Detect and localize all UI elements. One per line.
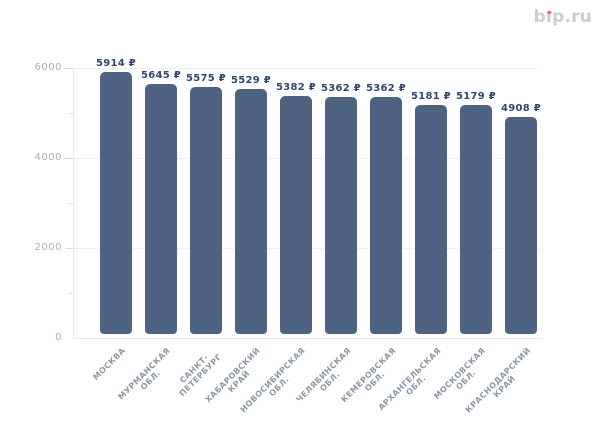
- bar-АРХАНГЕЛЬСКАЯ ОБЛ.: [415, 104, 447, 334]
- logo-orange-dot-icon: [547, 10, 551, 15]
- category-label-line: МОСКВА: [91, 346, 128, 382]
- y-major-tick-6000: [65, 68, 73, 69]
- plot-area: 5914 ₽5645 ₽5575 ₽5529 ₽5382 ₽5362 ₽5362…: [74, 58, 542, 338]
- y-axis-line: [73, 68, 74, 338]
- bar-МОСКОВСКАЯ ОБЛ.: [460, 104, 492, 334]
- bar-КРАСНОДАРСКИЙ КРАЙ: [505, 117, 537, 334]
- bar-ХАБАРОВСКИЙ КРАЙ: [235, 89, 267, 334]
- y-axis-label-0: 0: [55, 332, 62, 343]
- bar-value-label: 5382 ₽: [275, 81, 317, 93]
- category-label-МОСКВА: МОСКВА: [91, 346, 127, 382]
- bar-value-label: 5529 ₽: [230, 75, 272, 87]
- y-axis-label-6000: 6000: [34, 62, 62, 73]
- bar-value-label: 5645 ₽: [140, 69, 182, 81]
- bar-НОВОСИБИРСКАЯ ОБЛ.: [280, 95, 312, 334]
- bar-value-label: 5362 ₽: [365, 82, 407, 94]
- y-major-tick-4000: [65, 158, 73, 159]
- bip-logo-text-b: b: [533, 7, 547, 27]
- y-minor-tick-1000: [69, 293, 73, 294]
- bar-МОСКВА: [100, 71, 132, 334]
- y-axis-label-4000: 4000: [34, 152, 62, 163]
- bar-МУРМАНСКАЯ ОБЛ.: [145, 83, 177, 334]
- bar-САНКТ-ПЕТЕРБУРГ: [190, 87, 222, 334]
- bar-value-label: 5179 ₽: [455, 90, 497, 102]
- gridline-6000: [74, 68, 540, 69]
- bar-value-label: 5914 ₽: [95, 57, 137, 69]
- bar-КЕМЕРОВСКАЯ ОБЛ.: [370, 96, 402, 334]
- bar-value-label: 5362 ₽: [320, 82, 362, 94]
- bip-logo[interactable]: bı p.ru: [534, 9, 592, 26]
- y-minor-tick-5000: [69, 113, 73, 114]
- bar-value-label: 5181 ₽: [410, 90, 452, 102]
- y-major-tick-2000: [65, 248, 73, 249]
- bip-logo-text-i: ı: [546, 7, 553, 27]
- category-label-МУРМАНСКАЯ ОБЛ.: МУРМАНСКАЯ ОБЛ.: [117, 346, 179, 408]
- bar-value-label: 4908 ₽: [500, 103, 542, 115]
- y-minor-tick-3000: [69, 203, 73, 204]
- bar-value-label: 5575 ₽: [185, 73, 227, 85]
- bar-ЧЕЛЯБИНСКАЯ ОБЛ.: [325, 96, 357, 334]
- x-axis-line: [73, 338, 542, 339]
- bip-logo-text-rest: p.ru: [552, 7, 592, 27]
- y-axis-label-2000: 2000: [34, 242, 62, 253]
